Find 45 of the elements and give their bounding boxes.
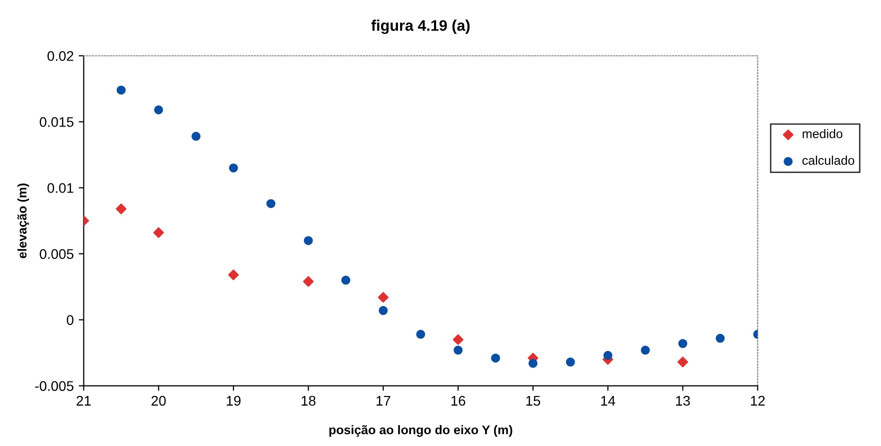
point bbox=[154, 105, 164, 114]
point bbox=[378, 306, 388, 316]
point bbox=[303, 276, 314, 287]
y-tick-label: 0.005 bbox=[40, 249, 74, 259]
x-tick-label: 12 bbox=[750, 396, 765, 406]
point bbox=[716, 334, 725, 343]
point bbox=[454, 346, 463, 355]
legend-label: medido bbox=[802, 129, 842, 138]
point bbox=[116, 86, 126, 95]
y-tick-label: 0.02 bbox=[47, 51, 74, 61]
legend-label: calculado bbox=[802, 156, 854, 165]
x-tick-label: 18 bbox=[302, 396, 316, 406]
y-tick-label: -0.005 bbox=[35, 381, 74, 391]
point bbox=[153, 227, 164, 238]
x-tick-label: 14 bbox=[601, 396, 616, 406]
x-tick-label: 13 bbox=[676, 396, 690, 406]
x-tick-label: 15 bbox=[526, 396, 540, 406]
point bbox=[228, 270, 239, 280]
point bbox=[452, 334, 464, 345]
point bbox=[304, 236, 313, 246]
x-tick-label: 21 bbox=[76, 396, 91, 406]
x-tick-label: 16 bbox=[451, 396, 466, 406]
x-tick-label: 17 bbox=[376, 396, 390, 406]
point bbox=[116, 204, 126, 214]
point bbox=[528, 358, 538, 368]
x-tick-label: 20 bbox=[152, 396, 166, 406]
x-tick-label: 19 bbox=[226, 396, 241, 406]
point bbox=[416, 330, 426, 339]
point bbox=[228, 163, 238, 172]
y-tick-label: 0.015 bbox=[40, 117, 74, 127]
point bbox=[640, 346, 650, 355]
point bbox=[341, 276, 350, 285]
point bbox=[266, 199, 276, 208]
point bbox=[192, 132, 201, 141]
point bbox=[378, 292, 389, 303]
y-tick-label: 0 bbox=[66, 315, 74, 325]
point bbox=[677, 356, 688, 368]
point bbox=[491, 354, 500, 363]
y-tick-label: 0.01 bbox=[47, 183, 74, 193]
point bbox=[678, 339, 688, 348]
x-axis-title: posição ao longo do eixo Y (m) bbox=[329, 425, 512, 437]
point bbox=[603, 350, 612, 360]
y-axis-title: elevação (m) bbox=[17, 184, 30, 258]
point bbox=[566, 358, 575, 367]
chart-title: figura 4.19 (a) bbox=[371, 20, 470, 34]
